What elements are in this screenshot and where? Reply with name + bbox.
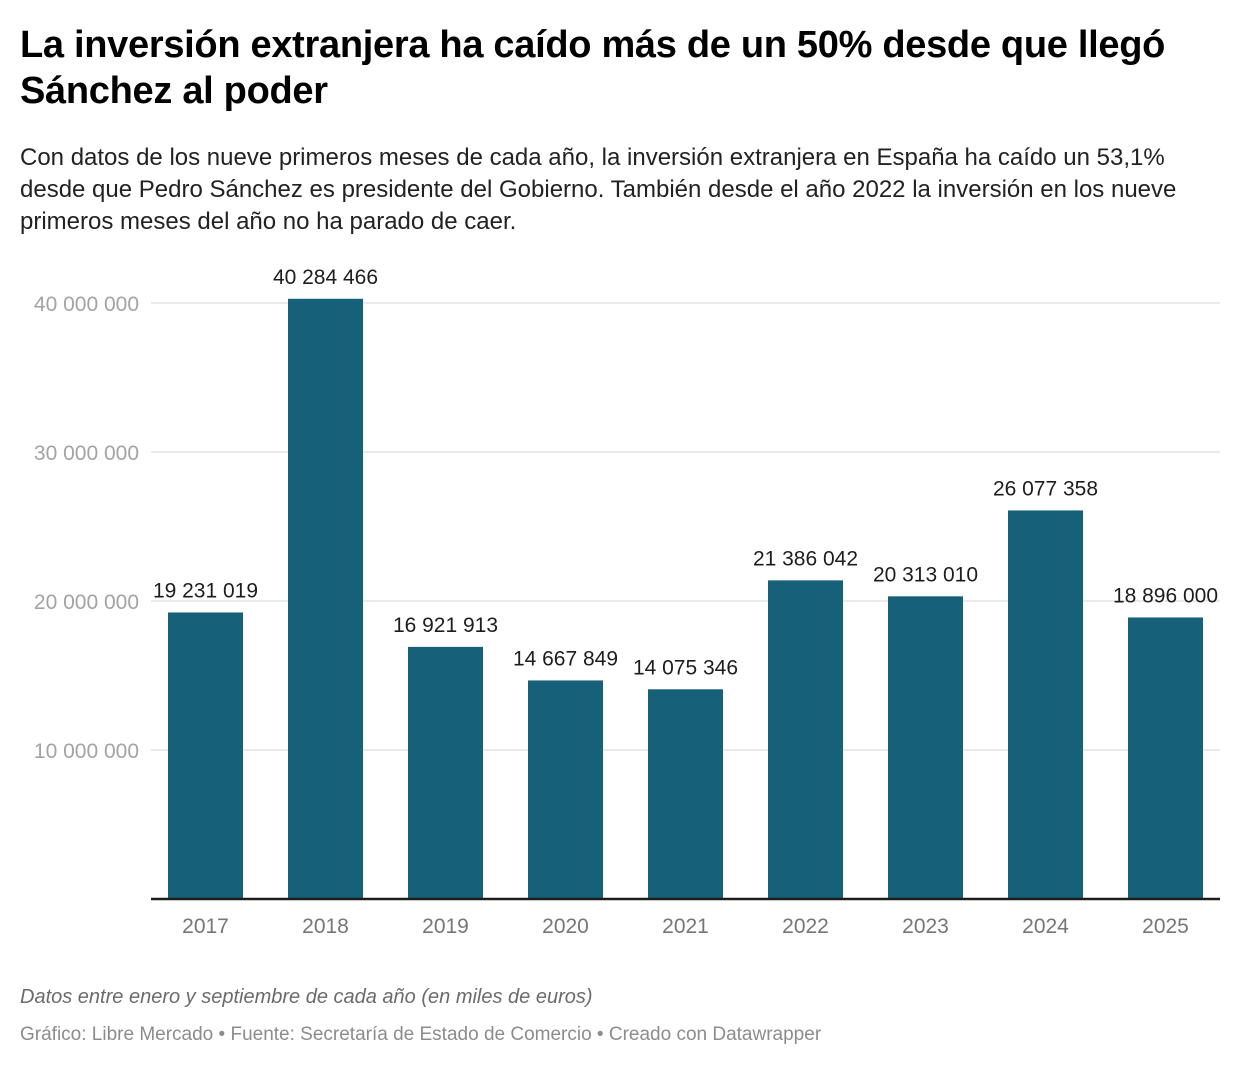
- value-label: 40 284 466: [273, 266, 378, 289]
- bar-2023: [888, 596, 963, 899]
- bars: [168, 298, 1203, 899]
- x-tick-label: 2023: [902, 915, 949, 938]
- x-tick-label: 2019: [422, 915, 469, 938]
- value-label: 21 386 042: [753, 547, 858, 570]
- value-label: 26 077 358: [993, 477, 1098, 500]
- bar-2021: [648, 689, 723, 899]
- bar-2025: [1128, 617, 1203, 899]
- y-tick-label: 30 000 000: [34, 442, 139, 465]
- value-label: 18 896 000: [1113, 584, 1218, 607]
- x-tick-label: 2021: [662, 915, 709, 938]
- y-tick-label: 40 000 000: [34, 293, 139, 316]
- chart-byline: Gráfico: Libre Mercado • Fuente: Secreta…: [20, 1024, 822, 1045]
- x-tick-label: 2018: [302, 915, 349, 938]
- y-tick-label: 20 000 000: [34, 591, 139, 614]
- value-label: 16 921 913: [393, 614, 498, 637]
- x-tick-label: 2017: [182, 915, 229, 938]
- bar-chart: 10 000 000 20 000 000 30 000 000 40 000 000…: [34, 266, 1220, 938]
- bar-2017: [168, 612, 243, 899]
- y-tick-label: 10 000 000: [34, 740, 139, 763]
- x-tick-label: 2024: [1022, 915, 1069, 938]
- value-label: 19 231 019: [153, 579, 258, 602]
- bar-2024: [1008, 510, 1083, 899]
- x-tick-label: 2022: [782, 915, 829, 938]
- value-label: 20 313 010: [873, 563, 978, 586]
- value-labels: 19 231 019 40 284 466 16 921 913 14 667 849…: [153, 266, 1218, 680]
- chart-note: Datos entre enero y septiembre de cada a…: [20, 986, 593, 1008]
- chart-description: Con datos de los nueve primeros meses de…: [20, 144, 1177, 235]
- x-axis-ticks: 2017 2018 2019 2020 2021 2022 2023 2024 2025: [182, 915, 1189, 938]
- value-label: 14 075 346: [633, 656, 738, 679]
- bar-2019: [408, 646, 483, 899]
- bar-2022: [768, 580, 843, 899]
- y-axis-ticks: 10 000 000 20 000 000 30 000 000 40 000 000: [34, 293, 139, 763]
- chart-title: La inversión extranjera ha caído más de …: [20, 24, 1166, 112]
- x-tick-label: 2025: [1142, 915, 1189, 938]
- value-label: 14 667 849: [513, 647, 618, 670]
- x-tick-label: 2020: [542, 915, 589, 938]
- bar-2018: [288, 298, 363, 899]
- bar-2020: [528, 680, 603, 899]
